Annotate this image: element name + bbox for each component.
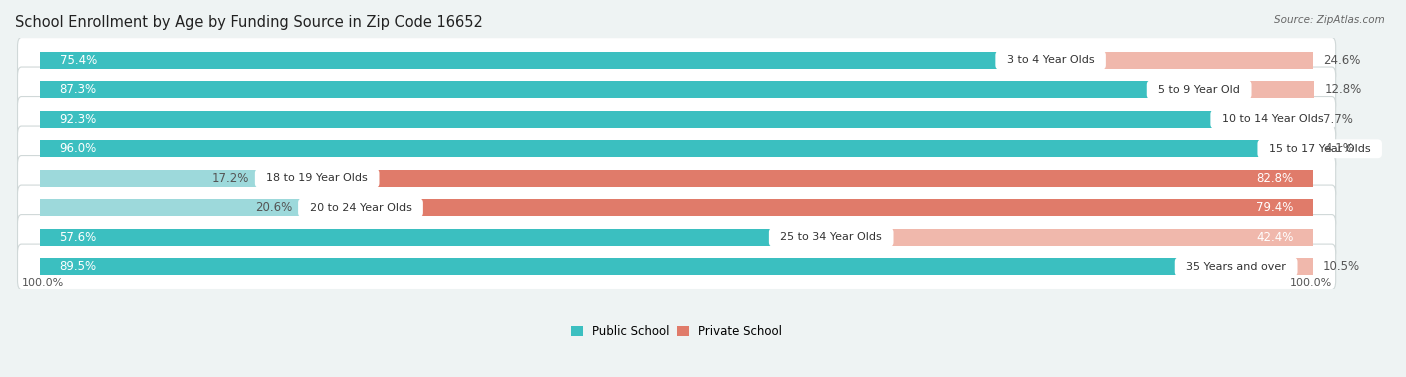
- Text: 3 to 4 Year Olds: 3 to 4 Year Olds: [1000, 55, 1101, 65]
- Bar: [41, 199, 302, 216]
- Text: 15 to 17 Year Olds: 15 to 17 Year Olds: [1263, 144, 1378, 154]
- Text: 25 to 34 Year Olds: 25 to 34 Year Olds: [773, 232, 889, 242]
- Legend: Public School, Private School: Public School, Private School: [571, 325, 782, 338]
- Text: 75.4%: 75.4%: [59, 54, 97, 67]
- Text: 10 to 14 Year Olds: 10 to 14 Year Olds: [1215, 114, 1330, 124]
- Bar: [41, 52, 1000, 69]
- Text: 100.0%: 100.0%: [1289, 278, 1331, 288]
- FancyBboxPatch shape: [17, 38, 1336, 83]
- Text: 20.6%: 20.6%: [254, 201, 292, 214]
- Text: School Enrollment by Age by Funding Source in Zip Code 16652: School Enrollment by Age by Funding Sour…: [15, 15, 482, 30]
- FancyBboxPatch shape: [17, 215, 1336, 260]
- Bar: [259, 170, 1313, 187]
- Text: 42.4%: 42.4%: [1257, 231, 1294, 244]
- Bar: [1215, 111, 1313, 128]
- Bar: [41, 258, 1180, 275]
- Bar: [1000, 52, 1313, 69]
- Bar: [41, 140, 1263, 157]
- Text: 24.6%: 24.6%: [1323, 54, 1361, 67]
- Text: 92.3%: 92.3%: [59, 113, 97, 126]
- Text: 82.8%: 82.8%: [1257, 172, 1294, 185]
- Bar: [1180, 258, 1313, 275]
- Text: 17.2%: 17.2%: [212, 172, 249, 185]
- Bar: [1263, 140, 1315, 157]
- Bar: [1152, 81, 1315, 98]
- Text: 12.8%: 12.8%: [1324, 83, 1361, 96]
- Bar: [773, 229, 1313, 246]
- FancyBboxPatch shape: [17, 67, 1336, 112]
- Text: 20 to 24 Year Olds: 20 to 24 Year Olds: [302, 203, 419, 213]
- Text: Source: ZipAtlas.com: Source: ZipAtlas.com: [1274, 15, 1385, 25]
- Text: 10.5%: 10.5%: [1323, 261, 1360, 273]
- Text: 57.6%: 57.6%: [59, 231, 97, 244]
- Text: 5 to 9 Year Old: 5 to 9 Year Old: [1152, 85, 1247, 95]
- Text: 87.3%: 87.3%: [59, 83, 97, 96]
- Text: 7.7%: 7.7%: [1323, 113, 1353, 126]
- FancyBboxPatch shape: [17, 185, 1336, 230]
- Text: 96.0%: 96.0%: [59, 142, 97, 155]
- FancyBboxPatch shape: [17, 156, 1336, 201]
- Bar: [302, 199, 1313, 216]
- Text: 89.5%: 89.5%: [59, 261, 97, 273]
- FancyBboxPatch shape: [17, 126, 1336, 172]
- FancyBboxPatch shape: [17, 97, 1336, 142]
- Bar: [41, 111, 1215, 128]
- Bar: [41, 170, 259, 187]
- Bar: [41, 81, 1152, 98]
- Text: 35 Years and over: 35 Years and over: [1180, 262, 1294, 272]
- Text: 100.0%: 100.0%: [21, 278, 63, 288]
- Text: 4.1%: 4.1%: [1324, 142, 1354, 155]
- Text: 18 to 19 Year Olds: 18 to 19 Year Olds: [259, 173, 375, 183]
- Bar: [41, 229, 773, 246]
- FancyBboxPatch shape: [17, 244, 1336, 290]
- Text: 79.4%: 79.4%: [1257, 201, 1294, 214]
